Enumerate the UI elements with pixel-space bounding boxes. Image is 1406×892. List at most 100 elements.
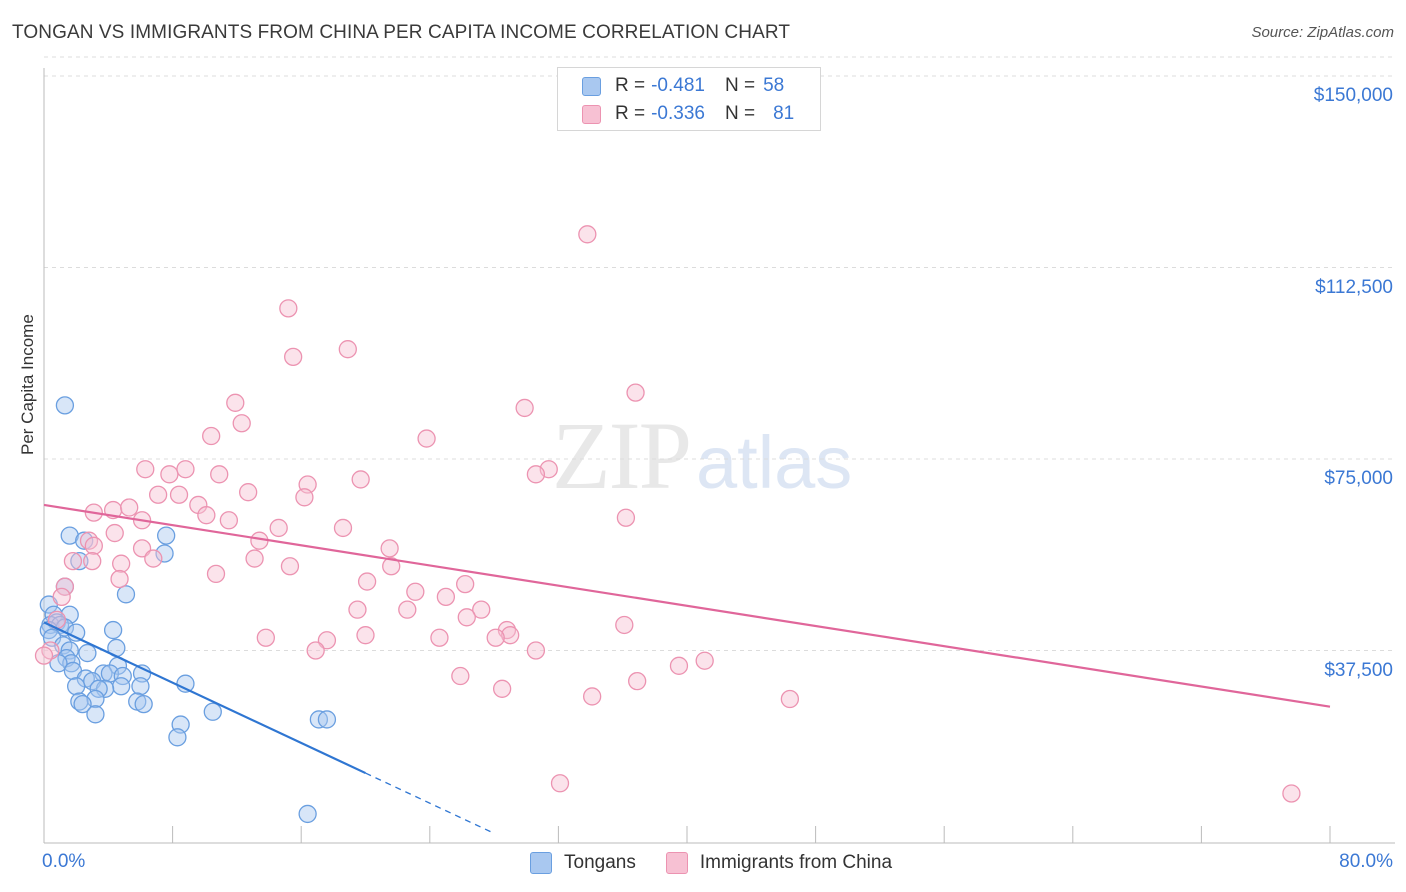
china-point [472,600,491,619]
china-point [306,641,325,660]
tongan-point [203,702,222,721]
china-point [356,626,375,645]
china-point [333,518,353,538]
watermark: ZIPatlas [552,400,852,511]
legend-n-label: N = [724,103,756,124]
legend-row-china: R = -0.336 N = 81 [582,101,794,127]
china-point [583,687,602,706]
china-point [695,651,714,670]
china-point [626,383,645,402]
china-point [295,488,314,507]
series-legend-label: Tongans [564,852,636,873]
china-point [120,498,139,517]
tongan-point [70,692,89,711]
china-point [245,549,264,568]
tongan-point [86,705,105,724]
china-point [136,460,155,479]
china-point [84,536,103,555]
series-legend-china[interactable]: Immigrants from China [665,852,892,874]
legend-row-tongans: R = -0.481 N = 58 [582,73,784,99]
series-swatch-pink [665,852,688,874]
china-point [160,465,179,484]
china-point [210,465,229,484]
china-point [417,429,436,448]
series-legend: Tongans Immigrants from China [530,852,922,874]
china-point [338,340,357,359]
china-point [669,656,689,675]
y-axis-label: Per Capita Income [18,314,37,455]
china-point [239,483,258,502]
china-point [226,393,245,412]
legend-n-label: N = [724,75,756,96]
tongan-trend-line [43,621,366,775]
tongan-point [89,679,108,698]
tongan-point [116,585,136,604]
legend-r-label: R = [615,75,646,96]
china-point [451,666,470,686]
china-point [317,631,337,650]
watermark-zip: ZIP [552,402,692,509]
china-point [382,557,401,576]
china-point [615,615,634,635]
china-point [550,774,570,793]
china-point [176,460,195,479]
tongan-point [70,551,89,571]
tongan-point [73,694,92,714]
y-tick-label: $112,500 [1315,276,1393,298]
china-point [144,549,163,568]
china-point [55,577,75,596]
tongan-point [134,694,153,714]
china-point [52,587,71,607]
china-point [456,574,475,594]
chart-source: Source: ZipAtlas.com [1251,24,1394,41]
series-legend-tongans[interactable]: Tongans [530,852,636,874]
tongan-point [131,677,150,696]
tongan-point [103,620,123,640]
china-point [169,485,189,504]
china-point [380,539,399,558]
legend-swatch-blue [582,76,601,96]
china-point [406,582,425,601]
tongan-point [112,677,131,696]
china-point [280,557,300,576]
watermark-atlas: atlas [696,421,853,504]
china-point [1282,784,1301,803]
china-point [526,641,546,660]
china-point [63,551,83,571]
china-point [357,572,377,591]
tongan-point [155,544,174,563]
china-point [256,628,275,647]
china-point [457,608,476,627]
tongan-point [55,396,75,415]
china-point [398,600,417,619]
china-point [486,628,505,647]
tongan-point [168,728,187,747]
legend-swatch-pink [582,104,601,124]
tongan-point [62,654,81,673]
china-point [279,299,298,318]
tongan-point [298,804,317,824]
legend-r-label: R = [615,103,646,124]
x-tick-label-min: 0.0% [42,851,86,872]
china-point [526,465,546,484]
tongan-point [67,677,86,696]
legend-n-value: 58 [763,75,785,96]
china-point [232,414,251,433]
stats-legend: R = -0.481 N = 58 R = -0.336 N = 81 [557,67,821,131]
china-point [110,569,129,589]
china-point [430,628,449,647]
series-swatch-blue [530,852,552,874]
china-point [34,646,54,665]
china-point [348,600,367,619]
china-point [780,689,800,709]
x-tick-label-max: 80.0% [1339,851,1393,872]
y-tick-label: $150,000 [1313,85,1393,106]
china-trend-line [43,503,1331,708]
tongan-trend-extension [365,772,495,834]
china-point [83,551,102,571]
china-point [112,554,131,573]
china-point [132,539,152,558]
legend-r-value: -0.336 [651,103,705,124]
tongan-point [75,531,94,550]
